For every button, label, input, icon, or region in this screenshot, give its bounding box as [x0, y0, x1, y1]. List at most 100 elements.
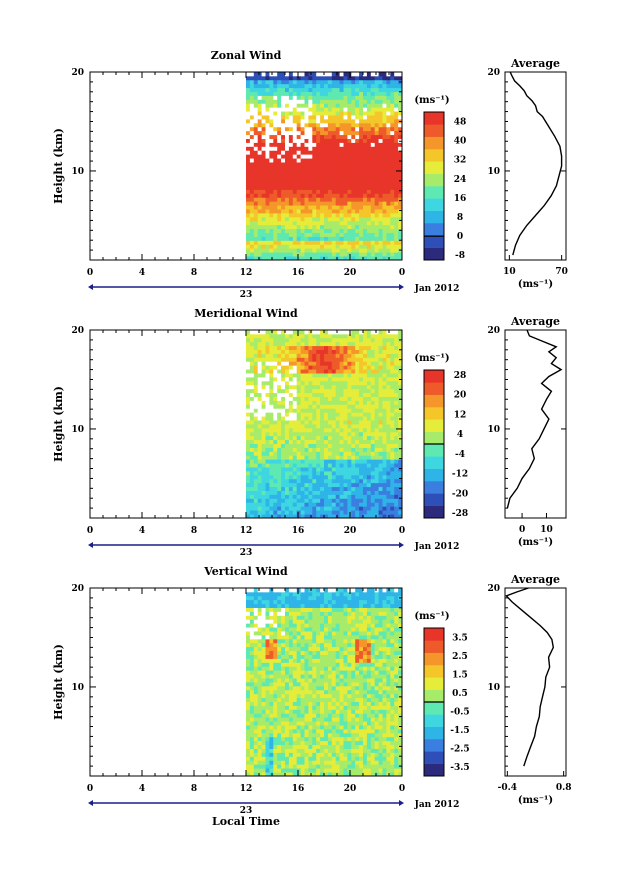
- heatmap-cell: [394, 216, 399, 222]
- heatmap-cell: [288, 674, 294, 679]
- heatmap-cell: [339, 162, 344, 167]
- heatmap-cell: [288, 388, 294, 394]
- heatmap-cell: [390, 193, 395, 198]
- heatmap-cell: [246, 744, 251, 749]
- heatmap-cell: [246, 72, 251, 77]
- heatmap-cell: [327, 435, 333, 441]
- heatmap-cell: [366, 408, 372, 413]
- heatmap-cell: [277, 595, 282, 601]
- heatmap-cell: [316, 424, 321, 429]
- heatmap-cell: [249, 228, 255, 233]
- heatmap-cell: [246, 404, 251, 409]
- heatmap-cell: [327, 404, 333, 409]
- heatmap-cell: [359, 502, 364, 507]
- heatmap-cell: [292, 772, 298, 777]
- heatmap-cell: [257, 333, 262, 339]
- heatmap-cell: [288, 177, 294, 183]
- heatmap-cell: [261, 87, 266, 92]
- heatmap-cell: [339, 416, 344, 421]
- heatmap-cell: [390, 498, 395, 503]
- heatmap-cell: [246, 330, 251, 335]
- heatmap-cell: [304, 400, 309, 405]
- heatmap-cell: [308, 353, 313, 358]
- heatmap-cell: [386, 361, 391, 366]
- heatmap-cell: [281, 748, 286, 753]
- heatmap-cell: [390, 361, 395, 366]
- heatmap-cell: [320, 224, 325, 230]
- heatmap-cell: [351, 162, 356, 167]
- heatmap-cell: [370, 486, 376, 491]
- heatmap-cell: [292, 595, 298, 601]
- heatmap-cell: [257, 177, 262, 183]
- heatmap-cell: [281, 678, 286, 683]
- heatmap-cell: [308, 228, 313, 233]
- heatmap-cell: [355, 353, 360, 358]
- heatmap-cell: [374, 224, 379, 230]
- heatmap-cell: [312, 177, 317, 183]
- heatmap-cell: [335, 373, 340, 378]
- heatmap-cell: [269, 658, 274, 663]
- heatmap-cell: [273, 439, 278, 444]
- heatmap-cell: [246, 717, 251, 722]
- heatmap-cell: [292, 248, 298, 253]
- heatmap-cell: [351, 345, 356, 350]
- heatmap-cell: [246, 482, 251, 488]
- heatmap-cell: [285, 615, 290, 620]
- heatmap-cell: [370, 162, 376, 167]
- heatmap-cell: [304, 474, 309, 480]
- heatmap-cell: [246, 467, 251, 472]
- heatmap-cell: [253, 216, 259, 222]
- heatmap-cell: [316, 463, 321, 468]
- heatmap-cell: [269, 439, 274, 444]
- heatmap-cell: [281, 459, 286, 464]
- heatmap-cell: [292, 130, 298, 136]
- heatmap-cell: [398, 146, 403, 151]
- heatmap-cell: [246, 193, 251, 198]
- heatmap-cell: [394, 232, 399, 237]
- heatmap-cell: [355, 439, 360, 444]
- heatmap-cell: [363, 83, 368, 89]
- heatmap-cell: [327, 83, 333, 89]
- heatmap-cell: [382, 169, 387, 175]
- heatmap-cell: [249, 760, 255, 765]
- heatmap-cell: [277, 166, 282, 171]
- heatmap-cell: [316, 400, 321, 405]
- heatmap-cell: [335, 514, 340, 519]
- heatmap-cell: [390, 220, 395, 226]
- heatmap-cell: [253, 177, 259, 183]
- heatmap-cell: [253, 345, 259, 350]
- heatmap-cell: [257, 631, 262, 636]
- heatmap-cell: [359, 349, 364, 354]
- heatmap-cell: [351, 252, 356, 257]
- heatmap-cell: [351, 216, 356, 222]
- heatmap-cell: [265, 693, 270, 699]
- heatmap-cell: [308, 678, 313, 683]
- heatmap-cell: [273, 514, 278, 519]
- heatmap-cell: [308, 99, 313, 104]
- heatmap-cell: [312, 72, 317, 77]
- heatmap-cell: [386, 471, 391, 476]
- heatmap-cell: [285, 224, 290, 230]
- heatmap-cell: [366, 138, 372, 143]
- heatmap-cell: [312, 725, 317, 730]
- heatmap-cell: [249, 107, 255, 112]
- heatmap-cell: [347, 107, 352, 112]
- heatmap-cell: [288, 377, 294, 382]
- heatmap-cell: [308, 146, 313, 151]
- heatmap-cell: [316, 169, 321, 175]
- heatmap-cell: [273, 654, 278, 659]
- heatmap-cell: [335, 455, 340, 460]
- heatmap-cell: [335, 220, 340, 226]
- heatmap-cell: [277, 75, 282, 81]
- heatmap-cell: [320, 514, 325, 519]
- heatmap-cell: [296, 756, 301, 761]
- heatmap-cell: [249, 115, 255, 120]
- heatmap-cell: [339, 392, 344, 397]
- heatmap-cell: [366, 510, 372, 515]
- heatmap-cell: [378, 126, 383, 132]
- heatmap-cell: [249, 764, 255, 769]
- heatmap-cell: [273, 91, 278, 96]
- heatmap-cell: [398, 252, 403, 257]
- heatmap-cell: [320, 416, 325, 421]
- heatmap-cell: [257, 658, 262, 663]
